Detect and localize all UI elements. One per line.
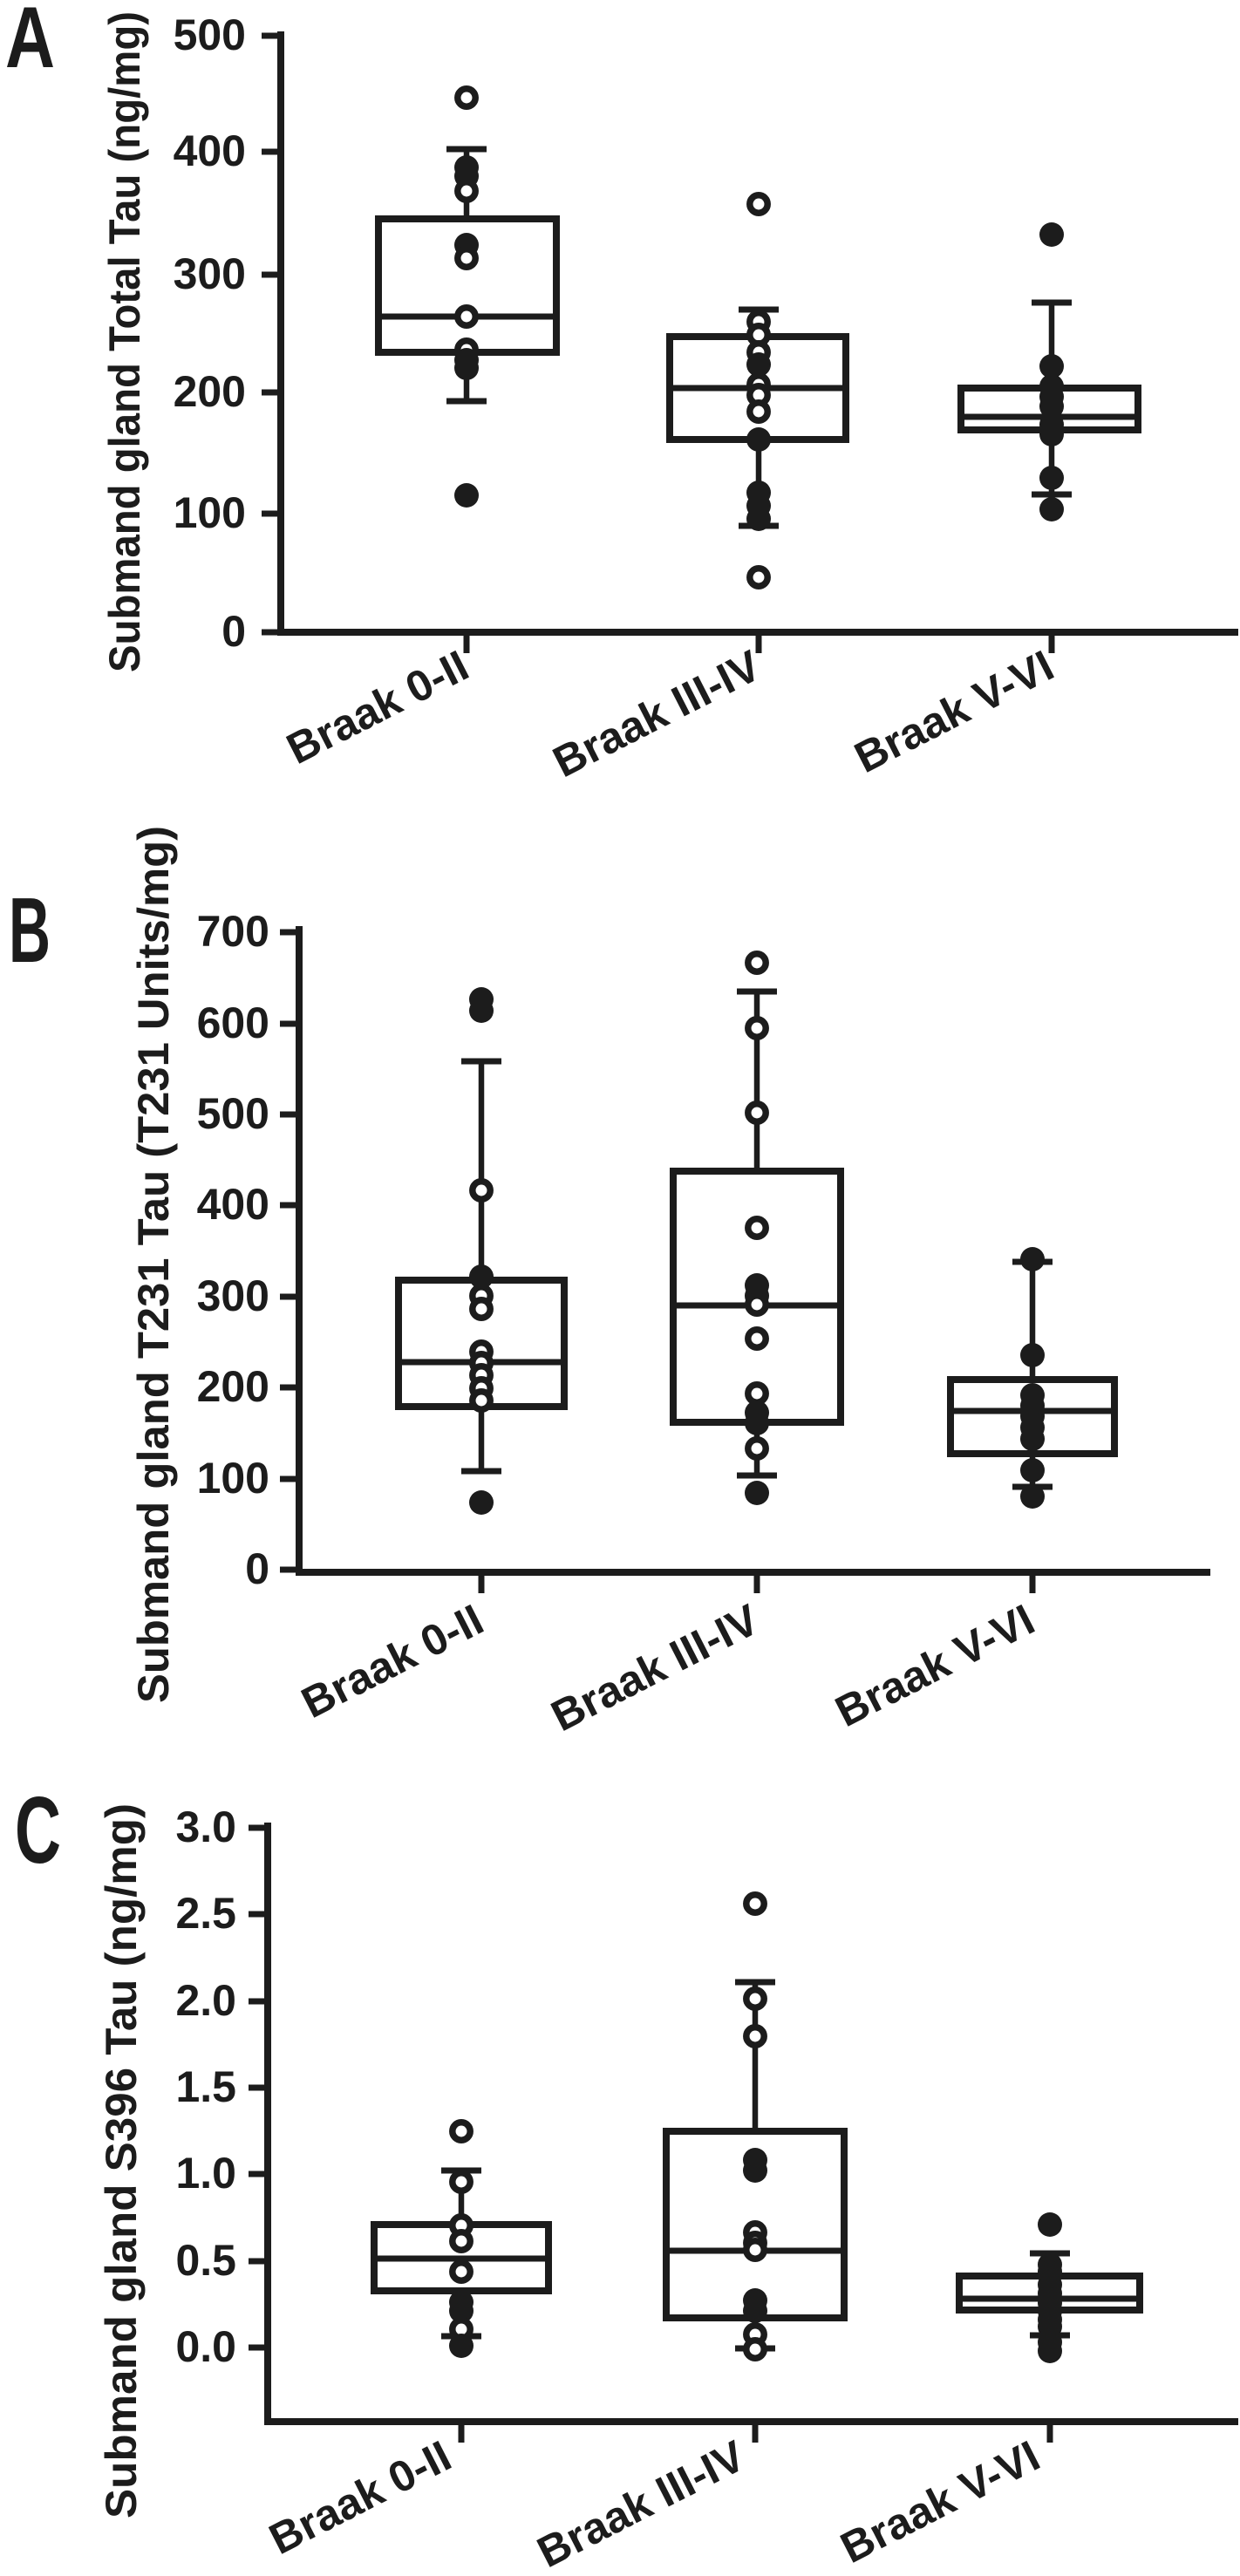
svg-text:1.5: 1.5 [175,2062,236,2111]
svg-text:0: 0 [221,607,246,656]
svg-text:0.0: 0.0 [175,2322,236,2371]
svg-text:0.5: 0.5 [175,2236,236,2285]
svg-text:Submand gland Total Tau (ng/mg: Submand gland Total Tau (ng/mg) [100,11,149,672]
svg-text:700: 700 [197,907,269,956]
svg-text:200: 200 [197,1362,269,1411]
svg-text:500: 500 [174,10,246,59]
svg-text:600: 600 [197,998,269,1047]
svg-text:A: A [5,0,55,85]
svg-text:400: 400 [174,126,246,175]
svg-text:300: 300 [174,249,246,298]
svg-text:1.0: 1.0 [175,2149,236,2198]
svg-text:2.0: 2.0 [175,1976,236,2025]
svg-text:C: C [15,1777,61,1884]
svg-text:200: 200 [174,367,246,416]
svg-text:B: B [9,879,51,982]
svg-text:400: 400 [197,1180,269,1229]
svg-text:Submand gland S396 Tau (ng/mg): Submand gland S396 Tau (ng/mg) [97,1803,146,2518]
svg-text:100: 100 [174,488,246,537]
svg-text:2.5: 2.5 [175,1889,236,1938]
svg-text:500: 500 [197,1089,269,1138]
svg-text:Submand gland T231 Tau (T231 U: Submand gland T231 Tau (T231 Units/mg) [129,826,178,1703]
svg-text:3.0: 3.0 [175,1803,236,1851]
svg-text:100: 100 [197,1454,269,1503]
svg-text:0: 0 [245,1544,269,1593]
svg-text:300: 300 [197,1271,269,1320]
